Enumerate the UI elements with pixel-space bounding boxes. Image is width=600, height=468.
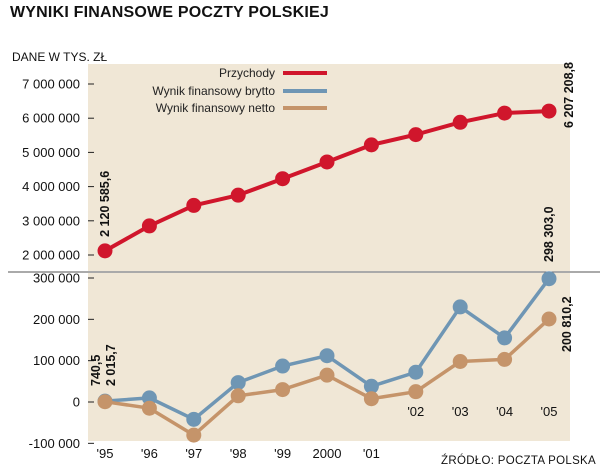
y-axis-bottom-tick-label: 300 000 bbox=[33, 271, 80, 286]
revenue-data-point bbox=[408, 127, 424, 143]
revenue-data-point bbox=[363, 137, 379, 153]
net-data-point bbox=[141, 400, 157, 416]
chart-title: WYNIKI FINANSOWE POCZTY POLSKIEJ bbox=[10, 4, 330, 21]
data-label-revenue-1995: 2 120 585,6 bbox=[98, 171, 112, 237]
x-tick-label: '97 bbox=[185, 446, 202, 461]
revenue-data-point bbox=[97, 243, 113, 259]
data-label-gross-1995: 2 015,7 bbox=[104, 344, 118, 386]
y-axis-top-tick-label: 4 000 000 bbox=[22, 179, 80, 194]
revenue-data-point bbox=[452, 114, 468, 130]
net-data-point bbox=[408, 384, 424, 400]
net-data-point bbox=[363, 391, 379, 407]
net-data-point bbox=[497, 351, 513, 367]
gross-data-point bbox=[275, 358, 291, 374]
gross-data-point bbox=[141, 390, 157, 406]
legend-label: Wynik finansowy brytto bbox=[152, 84, 275, 98]
data-label-net-2005: 200 810,2 bbox=[560, 296, 574, 352]
gross-data-point bbox=[541, 271, 557, 287]
x-tick-label: '95 bbox=[97, 446, 114, 461]
net-data-point bbox=[541, 311, 557, 327]
net-data-point bbox=[97, 394, 113, 410]
x-tick-label: '01 bbox=[363, 446, 380, 461]
y-axis-bottom-tick-label: 200 000 bbox=[33, 312, 80, 327]
revenue-data-point bbox=[541, 103, 557, 119]
legend-label: Wynik finansowy netto bbox=[156, 101, 276, 115]
revenue-data-point bbox=[230, 187, 246, 203]
gross-data-point bbox=[497, 330, 513, 346]
y-axis-top-tick-label: 3 000 000 bbox=[22, 213, 80, 228]
x-tick-label: '99 bbox=[274, 446, 291, 461]
x-tick-label: '03 bbox=[452, 404, 469, 419]
source-note: ŹRÓDŁO: POCZTA POLSKA bbox=[441, 455, 596, 467]
y-axis-top-tick-label: 2 000 000 bbox=[22, 248, 80, 263]
revenue-data-point bbox=[186, 197, 202, 213]
net-data-point bbox=[319, 367, 335, 383]
revenue-data-point bbox=[497, 105, 513, 121]
revenue-data-point bbox=[319, 154, 335, 170]
data-label-revenue-2005: 6 207 208,8 bbox=[562, 62, 576, 128]
legend-label: Przychody bbox=[219, 66, 275, 80]
net-data-point bbox=[275, 382, 291, 398]
gross-data-point bbox=[230, 375, 246, 391]
unit-label: DANE W TYS. ZŁ bbox=[12, 50, 108, 64]
gross-data-point bbox=[363, 378, 379, 394]
y-axis-top-tick-label: 6 000 000 bbox=[22, 111, 80, 126]
y-axis-top-tick-label: 5 000 000 bbox=[22, 145, 80, 160]
x-tick-label: 2000 bbox=[313, 446, 342, 461]
revenue-data-point bbox=[141, 218, 157, 234]
net-data-point bbox=[230, 388, 246, 404]
gross-data-point bbox=[408, 364, 424, 380]
x-tick-label: '96 bbox=[141, 446, 158, 461]
data-label-net-1995: 740,5 bbox=[89, 355, 103, 386]
x-tick-label: '05 bbox=[541, 404, 558, 419]
gross-data-point bbox=[452, 299, 468, 315]
net-data-point bbox=[186, 427, 202, 443]
y-axis-bottom-tick-label: -100 000 bbox=[29, 436, 80, 451]
x-tick-label: '04 bbox=[496, 404, 513, 419]
y-axis-bottom-tick-label: 100 000 bbox=[33, 353, 80, 368]
data-label-gross-2005: 298 303,0 bbox=[542, 206, 556, 262]
x-tick-label: '98 bbox=[230, 446, 247, 461]
revenue-data-point bbox=[275, 171, 291, 187]
gross-data-point bbox=[186, 411, 202, 427]
x-tick-label: '02 bbox=[407, 404, 424, 419]
gross-data-point bbox=[319, 348, 335, 364]
y-axis-top-tick-label: 7 000 000 bbox=[22, 77, 80, 92]
net-data-point bbox=[452, 353, 468, 369]
y-axis-bottom-tick-label: 0 bbox=[73, 395, 80, 410]
